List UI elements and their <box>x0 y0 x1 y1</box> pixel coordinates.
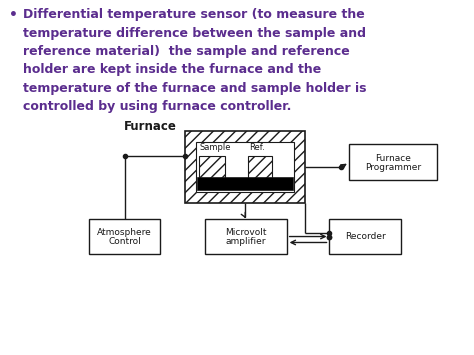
Text: Recorder: Recorder <box>345 232 386 241</box>
Text: Atmosphere: Atmosphere <box>97 228 152 237</box>
Text: Sample: Sample <box>199 143 231 152</box>
Text: Control: Control <box>108 237 141 246</box>
Text: controlled by using furnace controller.: controlled by using furnace controller. <box>23 100 292 113</box>
Bar <box>349 144 437 180</box>
Bar <box>185 131 305 203</box>
Text: Microvolt: Microvolt <box>225 228 267 237</box>
Text: •: • <box>9 8 18 22</box>
Bar <box>205 219 287 255</box>
Bar <box>199 156 225 178</box>
Bar <box>196 142 294 192</box>
Bar <box>89 219 161 255</box>
Text: Furnace: Furnace <box>375 154 411 163</box>
Bar <box>329 219 401 255</box>
Text: amplifier: amplifier <box>226 237 266 246</box>
Text: holder are kept inside the furnace and the: holder are kept inside the furnace and t… <box>23 64 321 76</box>
Text: temperature of the furnace and sample holder is: temperature of the furnace and sample ho… <box>23 82 367 95</box>
Text: temperature difference between the sample and: temperature difference between the sampl… <box>23 27 366 40</box>
Text: Furnace: Furnace <box>124 120 176 133</box>
Bar <box>248 156 272 178</box>
Bar <box>197 177 292 190</box>
Text: Ref.: Ref. <box>249 143 264 152</box>
Text: reference material)  the sample and reference: reference material) the sample and refer… <box>23 45 350 58</box>
Text: Differential temperature sensor (to measure the: Differential temperature sensor (to meas… <box>23 8 365 21</box>
Text: Programmer: Programmer <box>365 163 421 171</box>
